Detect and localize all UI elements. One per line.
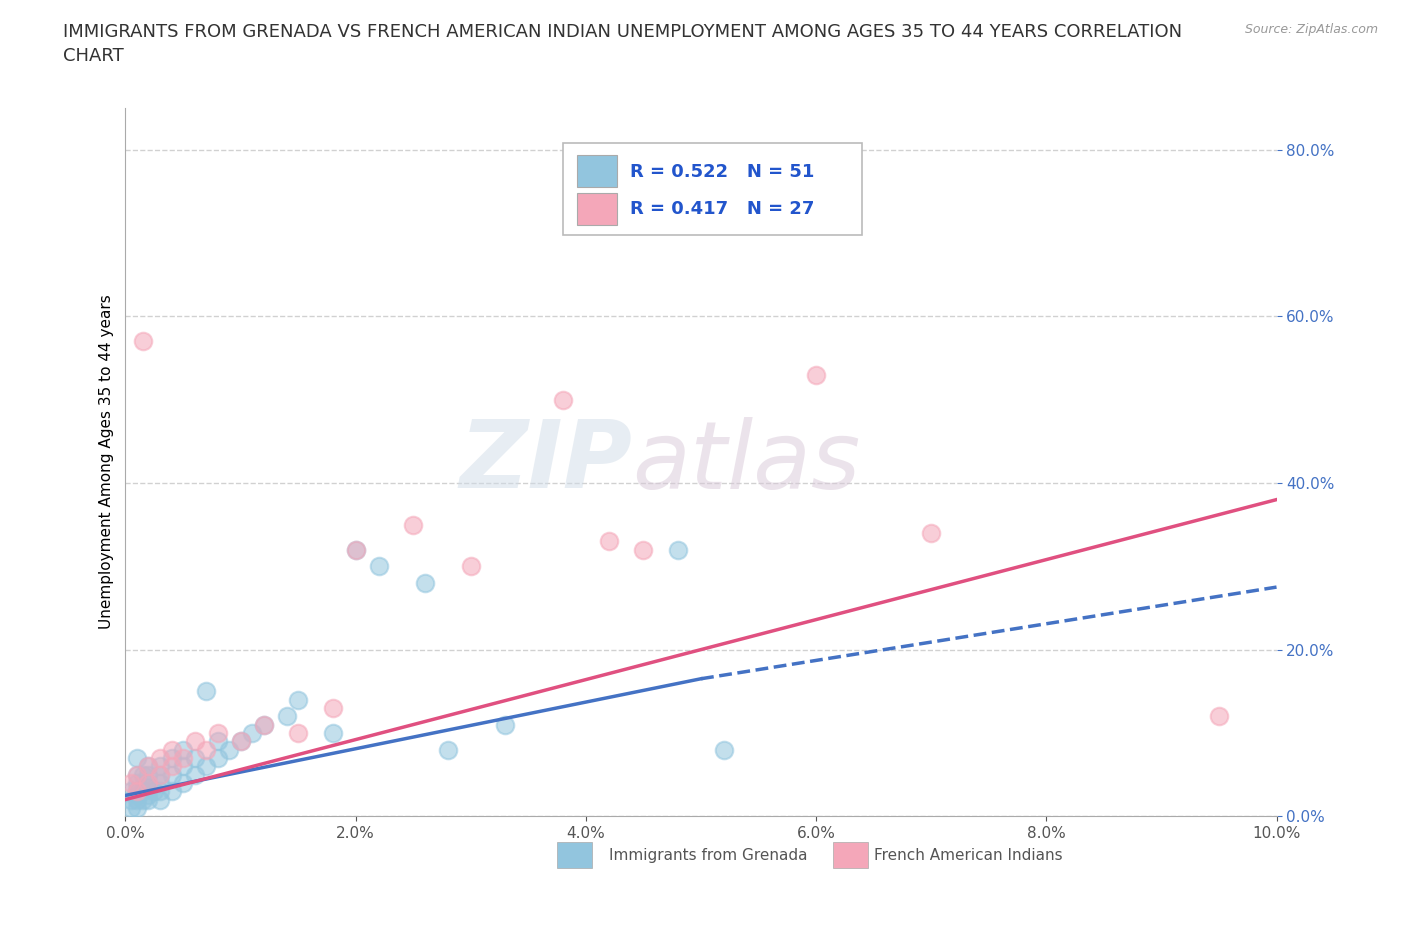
Text: R = 0.417   N = 27: R = 0.417 N = 27: [630, 200, 814, 219]
Text: IMMIGRANTS FROM GRENADA VS FRENCH AMERICAN INDIAN UNEMPLOYMENT AMONG AGES 35 TO : IMMIGRANTS FROM GRENADA VS FRENCH AMERIC…: [63, 23, 1182, 65]
Point: [172, 751, 194, 765]
Point: [160, 759, 183, 774]
Point: [125, 788, 148, 803]
Point: [149, 759, 172, 774]
Point: [138, 767, 160, 782]
Point: [183, 767, 205, 782]
Point: [494, 717, 516, 732]
Point: [149, 792, 172, 807]
Point: [149, 767, 172, 782]
Bar: [562, 143, 862, 235]
Point: [229, 734, 252, 749]
Point: [229, 734, 252, 749]
Point: [132, 767, 155, 782]
Point: [436, 742, 458, 757]
Point: [218, 742, 240, 757]
Bar: [576, 193, 617, 225]
Point: [666, 542, 689, 557]
Point: [138, 776, 160, 790]
Point: [195, 759, 218, 774]
Point: [120, 784, 142, 799]
Point: [713, 742, 735, 757]
Point: [195, 684, 218, 698]
Point: [138, 759, 160, 774]
Point: [402, 517, 425, 532]
Point: [125, 784, 148, 799]
Text: atlas: atlas: [631, 417, 860, 508]
Point: [138, 788, 160, 803]
Point: [804, 367, 827, 382]
Point: [207, 734, 229, 749]
Point: [132, 792, 155, 807]
Point: [160, 784, 183, 799]
Text: R = 0.522   N = 51: R = 0.522 N = 51: [630, 163, 814, 180]
Point: [125, 776, 148, 790]
Point: [551, 392, 574, 407]
Point: [132, 784, 155, 799]
Bar: [576, 155, 617, 187]
Point: [322, 725, 344, 740]
Point: [125, 751, 148, 765]
Point: [138, 759, 160, 774]
Bar: [557, 843, 592, 868]
Point: [149, 751, 172, 765]
Point: [138, 776, 160, 790]
Point: [149, 767, 172, 782]
Text: Immigrants from Grenada: Immigrants from Grenada: [609, 847, 807, 863]
Point: [125, 767, 148, 782]
Point: [125, 792, 148, 807]
Point: [207, 751, 229, 765]
Point: [1208, 709, 1230, 724]
Point: [287, 692, 309, 707]
Point: [120, 776, 142, 790]
Point: [240, 725, 263, 740]
Point: [143, 784, 166, 799]
Point: [160, 767, 183, 782]
Point: [149, 776, 172, 790]
Point: [172, 759, 194, 774]
Point: [120, 792, 142, 807]
Point: [160, 742, 183, 757]
Point: [172, 742, 194, 757]
Point: [920, 525, 942, 540]
Point: [138, 779, 160, 794]
Point: [183, 751, 205, 765]
Text: ZIP: ZIP: [460, 416, 631, 508]
Point: [125, 784, 148, 799]
Point: [172, 776, 194, 790]
Text: French American Indians: French American Indians: [873, 847, 1063, 863]
Point: [344, 542, 367, 557]
Point: [287, 725, 309, 740]
Bar: [834, 843, 868, 868]
Point: [195, 742, 218, 757]
Point: [207, 725, 229, 740]
Point: [183, 734, 205, 749]
Point: [344, 542, 367, 557]
Text: Source: ZipAtlas.com: Source: ZipAtlas.com: [1244, 23, 1378, 36]
Point: [322, 700, 344, 715]
Point: [125, 801, 148, 816]
Point: [120, 801, 142, 816]
Point: [132, 334, 155, 349]
Y-axis label: Unemployment Among Ages 35 to 44 years: Unemployment Among Ages 35 to 44 years: [100, 295, 114, 630]
Point: [138, 792, 160, 807]
Point: [367, 559, 389, 574]
Point: [598, 534, 620, 549]
Point: [276, 709, 298, 724]
Point: [252, 717, 274, 732]
Point: [125, 767, 148, 782]
Point: [460, 559, 482, 574]
Point: [252, 717, 274, 732]
Point: [160, 751, 183, 765]
Point: [633, 542, 655, 557]
Point: [149, 784, 172, 799]
Point: [413, 576, 436, 591]
